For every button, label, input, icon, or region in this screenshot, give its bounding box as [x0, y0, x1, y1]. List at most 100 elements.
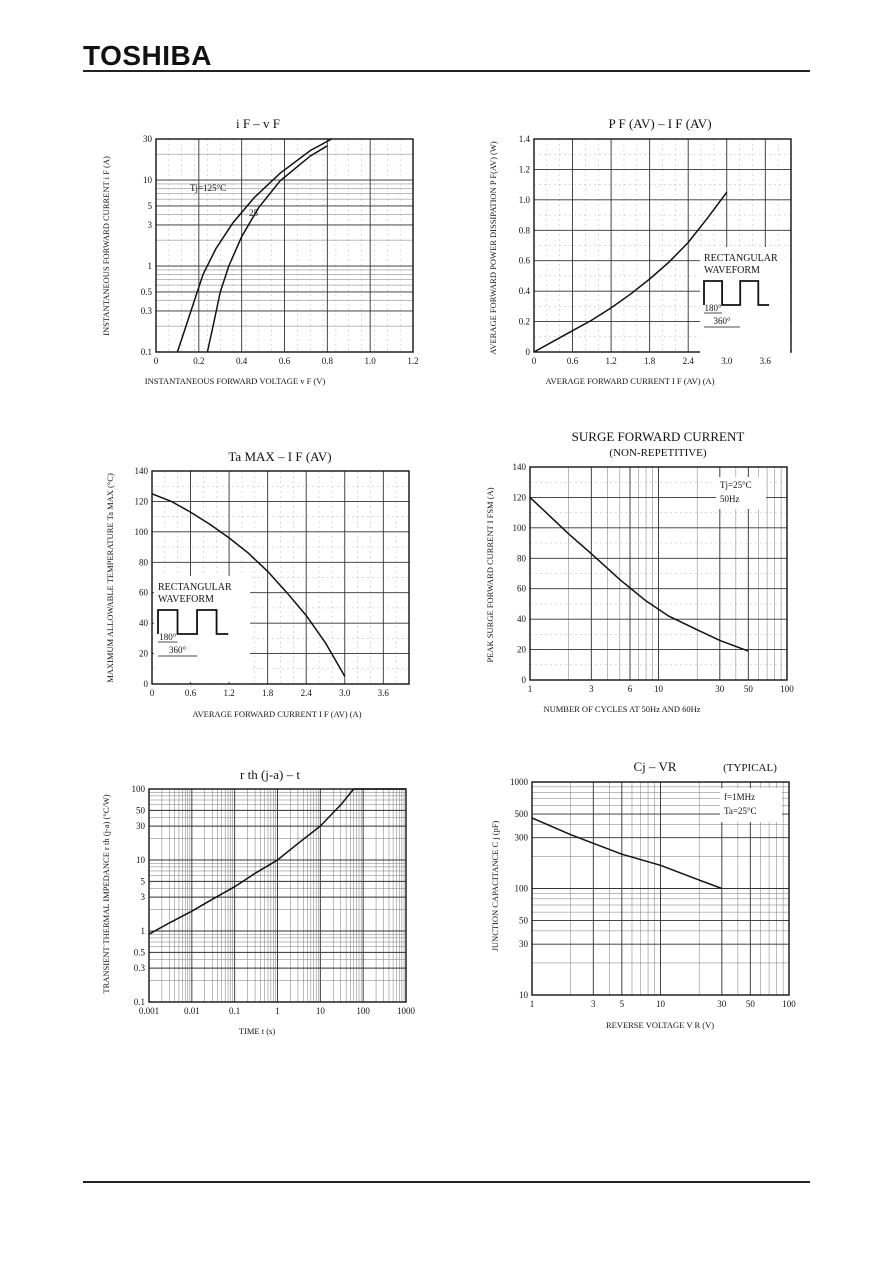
y-axis-label: MAXIMUM ALLOWABLE TEMPERATURE Ta MAX (°C…	[105, 473, 115, 683]
header-rule	[83, 70, 810, 72]
y-tick-label: 3	[141, 892, 146, 902]
inset-box	[154, 576, 250, 682]
waveform-pulse	[157, 609, 229, 635]
y-tick-label: 1.4	[519, 134, 531, 144]
x-tick-label: 0.001	[139, 1006, 159, 1016]
y-axis-label: PEAK SURGE FORWARD CURRENT I FSM (A)	[485, 487, 495, 662]
y-tick-label: 300	[515, 833, 529, 843]
annotation-freq: f=1MHz	[724, 792, 755, 802]
plot-frame	[533, 138, 792, 353]
inset-title-2: WAVEFORM	[704, 265, 760, 276]
x-tick-label: 0	[154, 356, 159, 366]
series-line-1	[176, 138, 332, 353]
y-tick-label: 100	[513, 523, 527, 533]
series-line-1	[151, 493, 346, 677]
x-tick-label: 1.2	[407, 356, 418, 366]
y-tick-label: 120	[135, 496, 149, 506]
x-axis-label: AVERAGE FORWARD CURRENT I F (AV) (A)	[545, 376, 714, 386]
inset-label-180: 180°	[704, 303, 722, 313]
y-tick-label: 40	[139, 618, 149, 628]
series-line-1	[533, 191, 728, 353]
y-tick-label: 0.3	[141, 306, 153, 316]
x-tick-label: 0	[532, 356, 537, 366]
x-tick-label: 3.6	[760, 356, 772, 366]
x-tick-label: 0	[150, 688, 155, 698]
y-tick-label: 100	[132, 784, 146, 794]
x-tick-label: 100	[780, 684, 794, 694]
plot-frame	[148, 788, 407, 1003]
x-tick-label: 0.6	[279, 356, 291, 366]
x-tick-label: 0.2	[193, 356, 204, 366]
annotation-tj: Tj=25°C	[720, 480, 752, 490]
y-tick-label: 100	[135, 527, 149, 537]
x-tick-label: 100	[782, 999, 796, 1009]
x-tick-label: 5	[620, 999, 625, 1009]
y-tick-label: 0.5	[141, 287, 153, 297]
x-tick-label: 3.0	[339, 688, 351, 698]
x-axis-label: TIME t (s)	[239, 1026, 276, 1036]
chart-title: i F – v F	[236, 116, 280, 131]
y-axis-label: JUNCTION CAPACITANCE C j (pF)	[490, 820, 500, 951]
y-tick-label: 0.1	[134, 997, 145, 1007]
chart-title: SURGE FORWARD CURRENT	[572, 429, 745, 444]
chart-subtitle: (TYPICAL)	[723, 762, 777, 774]
y-tick-label: 30	[136, 821, 146, 831]
y-tick-label: 10	[136, 855, 146, 865]
x-tick-label: 0.6	[567, 356, 579, 366]
annotation-25: 25	[249, 208, 259, 218]
chart-subtitle: (NON-REPETITIVE)	[609, 447, 706, 459]
y-tick-label: 1000	[510, 777, 529, 787]
y-tick-label: 60	[139, 588, 149, 598]
chart-title: r th (j-a) – t	[240, 767, 300, 782]
y-tick-label: 50	[136, 805, 146, 815]
inset-label-360: 360°	[714, 316, 732, 326]
chart-rth-t: 0.001 0.01 0.1 1 10 100 1000 0.1 0.3 0.5 1 3 5 10 30 50…	[101, 767, 416, 1036]
x-tick-label: 50	[746, 999, 756, 1009]
chart-tamax-if: 0 0.6 1.2 1.8 2.4 3.0 3.6 0 20 40 60 80 100 120 140 REC…	[105, 449, 410, 719]
y-tick-label: 140	[513, 462, 527, 472]
y-tick-label: 0	[522, 675, 527, 685]
chart-surge: 1 3 6 10 30 50 100 0 20 40 60 80 100 120 140 Tj=25°C 50H…	[485, 429, 794, 714]
x-tick-label: 30	[715, 684, 725, 694]
inset-title: RECTANGULAR	[704, 253, 778, 264]
y-tick-label: 500	[515, 809, 529, 819]
y-tick-label: 0.6	[519, 256, 531, 266]
y-tick-label: 1.2	[519, 164, 530, 174]
annotation-bg	[716, 477, 766, 509]
y-tick-label: 5	[141, 876, 146, 886]
x-tick-label: 2.4	[683, 356, 695, 366]
annotation-freq: 50Hz	[720, 494, 740, 504]
y-tick-label: 100	[515, 884, 529, 894]
x-axis-label: REVERSE VOLTAGE V R (V)	[606, 1020, 714, 1030]
chart-title: Ta MAX – I F (AV)	[228, 449, 331, 464]
x-tick-label: 0.1	[229, 1006, 240, 1016]
y-tick-label: 120	[513, 492, 527, 502]
y-tick-label: 80	[139, 557, 149, 567]
y-tick-label: 0.8	[519, 225, 531, 235]
y-tick-label: 1	[148, 261, 153, 271]
y-axis-label: TRANSIENT THERMAL IMPEDANCE r th (j-a) (…	[101, 794, 111, 993]
inset-label-360: 360°	[169, 645, 187, 655]
x-tick-label: 2.4	[301, 688, 313, 698]
y-tick-label: 5	[148, 201, 153, 211]
annotation-bg	[720, 788, 782, 822]
x-tick-label: 10	[656, 999, 666, 1009]
chart-title: P F (AV) – I F (AV)	[608, 116, 711, 131]
y-tick-label: 50	[519, 916, 529, 926]
x-tick-label: 1	[275, 1006, 280, 1016]
x-tick-label: 3.6	[378, 688, 390, 698]
x-tick-label: 0.01	[184, 1006, 200, 1016]
y-tick-label: 80	[517, 553, 527, 563]
x-tick-label: 0.6	[185, 688, 197, 698]
chart-pf-if: 0 0.6 1.2 1.8 2.4 3.0 3.6 0 0.2 0.4 0.6 0.8 1.0 1.2 1.…	[488, 116, 792, 386]
y-tick-label: 0.5	[134, 947, 146, 957]
x-tick-label: 3	[589, 684, 594, 694]
x-axis-label: AVERAGE FORWARD CURRENT I F (AV) (A)	[192, 709, 361, 719]
x-tick-label: 1.8	[262, 688, 274, 698]
y-tick-label: 1.0	[519, 195, 531, 205]
y-tick-label: 140	[135, 466, 149, 476]
inset-title: RECTANGULAR	[158, 582, 232, 593]
inset-label-180: 180°	[159, 632, 177, 642]
x-tick-label: 1	[530, 999, 535, 1009]
x-tick-label: 0.8	[322, 356, 334, 366]
